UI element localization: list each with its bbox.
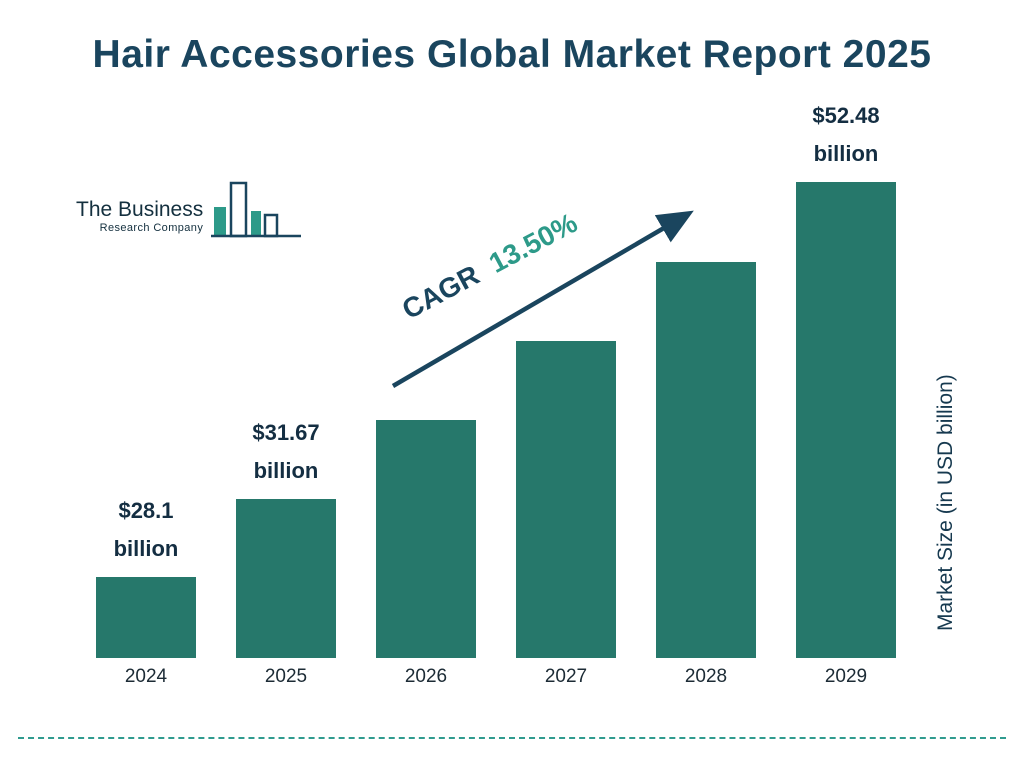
bar-rect-2026 [376,420,476,658]
logo-company-subtitle: Research Company [99,222,204,234]
bottom-divider [18,737,1006,739]
logo-text: The Business Research Company [76,198,203,234]
year-label-2027: 2027 [544,666,588,687]
value-label-2029: $52.48 billion [812,103,880,166]
bar-rect-2024 [96,577,196,658]
logo-bar-chart-icon [211,181,302,238]
bar-group-2026 [376,420,476,658]
bar-group-2025: $31.67 billion [236,414,336,658]
bar-group-2028 [656,262,756,658]
year-label-2024: 2024 [124,666,168,687]
y-axis-label: Market Size (in USD billion) [934,374,957,632]
logo: The Business Research Company [76,180,303,240]
bar-rect-2027 [516,341,616,658]
year-label-2025: 2025 [264,666,308,687]
x-axis-labels: 2024 2025 2026 2027 2028 2029 [96,666,896,688]
bar-group-2027 [516,341,616,658]
value-label-2025: $31.67 billion [252,420,320,483]
bar-group-2024: $28.1 billion [96,492,196,658]
year-label-2026: 2026 [404,666,448,687]
logo-company-name: The Business [76,198,204,221]
bar-group-2029: $52.48 billion [796,97,896,658]
page-title: Hair Accessories Global Market Report 20… [92,33,932,76]
bar-rect-2028 [656,262,756,658]
bar-rect-2029 [796,182,896,658]
year-label-2029: 2029 [824,666,868,687]
bar-rect-2025 [236,499,336,658]
value-label-2024: $28.1 billion [113,498,179,561]
bar-chart: $28.1 billion $31.67 billion $52.48 billion [96,97,896,658]
year-label-2028: 2028 [684,666,728,687]
